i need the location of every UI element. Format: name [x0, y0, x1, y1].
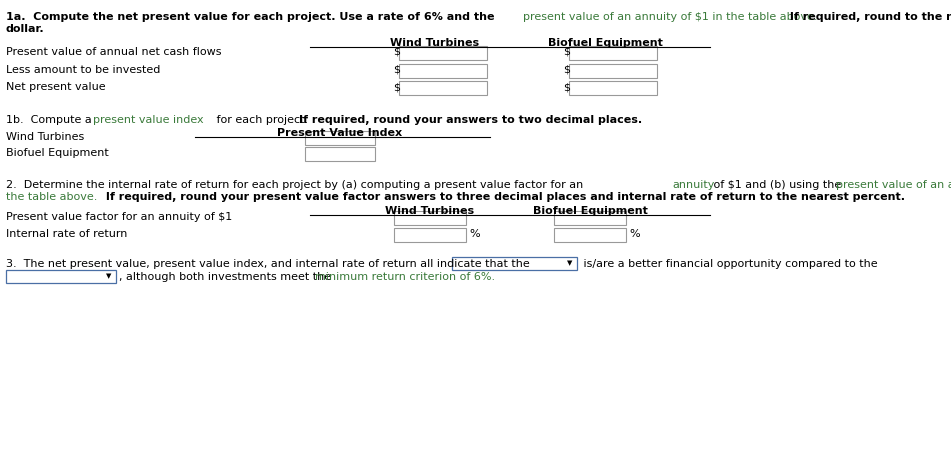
Bar: [399, 46, 487, 60]
Bar: [554, 228, 626, 242]
Bar: [569, 64, 657, 78]
Text: 3.  The net present value, present value index, and internal rate of return all : 3. The net present value, present value …: [6, 259, 534, 269]
Text: $: $: [563, 65, 570, 75]
Text: Present Value Index: Present Value Index: [278, 128, 402, 138]
Text: If required, round your answers to two decimal places.: If required, round your answers to two d…: [299, 115, 642, 125]
Bar: [569, 46, 657, 60]
Text: $: $: [563, 82, 570, 92]
Text: %: %: [469, 229, 479, 239]
Text: present value of an annuity of $1 in the table above.: present value of an annuity of $1 in the…: [523, 12, 818, 22]
Text: $: $: [393, 82, 400, 92]
Text: 2.  Determine the internal rate of return for each project by (a) computing a pr: 2. Determine the internal rate of return…: [6, 180, 587, 190]
Bar: [394, 228, 466, 242]
Text: $: $: [563, 47, 570, 57]
Text: present value index: present value index: [93, 115, 204, 125]
Text: , although both investments meet the: , although both investments meet the: [119, 272, 335, 282]
Bar: [399, 64, 487, 78]
Bar: [554, 211, 626, 225]
Text: dollar.: dollar.: [6, 24, 45, 34]
Text: Biofuel Equipment: Biofuel Equipment: [6, 148, 108, 158]
Text: Wind Turbines: Wind Turbines: [6, 132, 85, 142]
Text: Present value factor for an annuity of $1: Present value factor for an annuity of $…: [6, 212, 232, 222]
Bar: [399, 81, 487, 95]
Text: Biofuel Equipment: Biofuel Equipment: [533, 206, 648, 216]
Bar: [452, 257, 577, 270]
Text: If required, round your present value factor answers to three decimal places and: If required, round your present value fa…: [102, 192, 905, 202]
Text: Less amount to be invested: Less amount to be invested: [6, 65, 161, 75]
Text: $: $: [393, 65, 400, 75]
Text: the table above.: the table above.: [6, 192, 97, 202]
Text: $: $: [393, 47, 400, 57]
Text: %: %: [629, 229, 640, 239]
Text: ▼: ▼: [567, 261, 573, 266]
Text: ▼: ▼: [106, 274, 111, 279]
Text: of $1 and (b) using the: of $1 and (b) using the: [710, 180, 844, 190]
Text: is/are a better financial opportunity compared to the: is/are a better financial opportunity co…: [580, 259, 878, 269]
Text: minimum return criterion of 6%.: minimum return criterion of 6%.: [315, 272, 495, 282]
Bar: [305, 147, 375, 161]
Text: Net present value: Net present value: [6, 82, 106, 92]
Bar: [6, 270, 116, 283]
Text: Biofuel Equipment: Biofuel Equipment: [548, 38, 663, 48]
Text: for each project.: for each project.: [213, 115, 312, 125]
Text: present value of an annuity of $1 in: present value of an annuity of $1 in: [836, 180, 951, 190]
Text: 1b.  Compute a: 1b. Compute a: [6, 115, 95, 125]
Text: Wind Turbines: Wind Turbines: [385, 206, 475, 216]
Bar: [569, 81, 657, 95]
Text: annuity: annuity: [672, 180, 714, 190]
Text: 1a.  Compute the net present value for each project. Use a rate of 6% and the: 1a. Compute the net present value for ea…: [6, 12, 498, 22]
Text: Wind Turbines: Wind Turbines: [391, 38, 479, 48]
Text: If required, round to the nearest: If required, round to the nearest: [786, 12, 951, 22]
Bar: [394, 211, 466, 225]
Text: Internal rate of return: Internal rate of return: [6, 229, 127, 239]
Text: Present value of annual net cash flows: Present value of annual net cash flows: [6, 47, 222, 57]
Bar: [305, 131, 375, 145]
